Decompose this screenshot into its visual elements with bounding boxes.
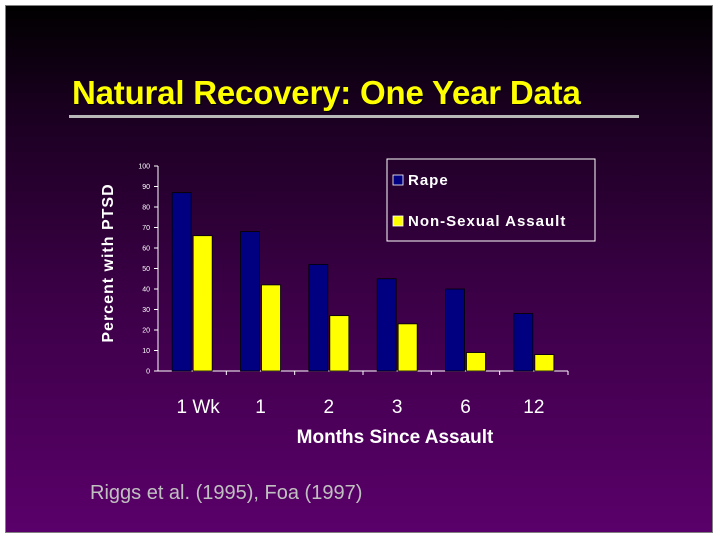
x-tick-label: 1 <box>255 397 266 418</box>
x-tick-label: 3 <box>392 397 403 418</box>
y-tick-label: 0 <box>146 369 150 376</box>
bar-non-sexual-assault <box>534 354 555 372</box>
bar-rape <box>308 263 329 372</box>
y-tick-label: 100 <box>138 164 150 171</box>
x-tick-label: 12 <box>523 397 544 418</box>
y-tick-label: 40 <box>142 287 150 294</box>
citation-text: Riggs et al. (1995), Foa (1997) <box>90 482 363 504</box>
y-tick-label: 60 <box>142 246 150 253</box>
bar-non-sexual-assault <box>329 315 350 372</box>
bar-non-sexual-assault <box>397 323 418 372</box>
bar-rape <box>240 231 260 372</box>
y-tick-label: 30 <box>142 307 150 314</box>
x-axis-label: Months Since Assault <box>297 427 494 448</box>
x-tick-label: 1 Wk <box>177 397 221 418</box>
legend-label: Rape <box>408 172 449 189</box>
bar-non-sexual-assault <box>261 284 281 372</box>
legend-box <box>386 158 596 242</box>
legend-swatch-rape <box>392 174 404 186</box>
y-tick-label: 90 <box>142 184 150 191</box>
y-tick-label: 10 <box>142 348 150 355</box>
y-axis-label: Percent with PTSD <box>100 183 117 342</box>
legend-label: Non-Sexual Assault <box>408 213 566 230</box>
bar-non-sexual-assault <box>466 352 486 372</box>
bar-non-sexual-assault <box>192 235 213 372</box>
x-tick-label: 6 <box>460 397 471 418</box>
y-tick-label: 70 <box>142 225 150 232</box>
slide-title: Natural Recovery: One Year Data <box>72 74 581 111</box>
bar-rape <box>513 313 534 372</box>
bar-rape <box>445 288 465 372</box>
y-tick-label: 50 <box>142 266 150 273</box>
y-tick-label: 20 <box>142 328 150 335</box>
bar-rape <box>376 278 397 372</box>
y-tick-label: 80 <box>142 205 150 212</box>
slide-background: Natural Recovery: One Year Data Riggs et… <box>5 5 713 533</box>
bar-rape <box>171 192 192 372</box>
title-underline <box>69 115 639 118</box>
x-tick-label: 2 <box>324 397 335 418</box>
legend-swatch-non-sexual-assault <box>392 215 404 227</box>
